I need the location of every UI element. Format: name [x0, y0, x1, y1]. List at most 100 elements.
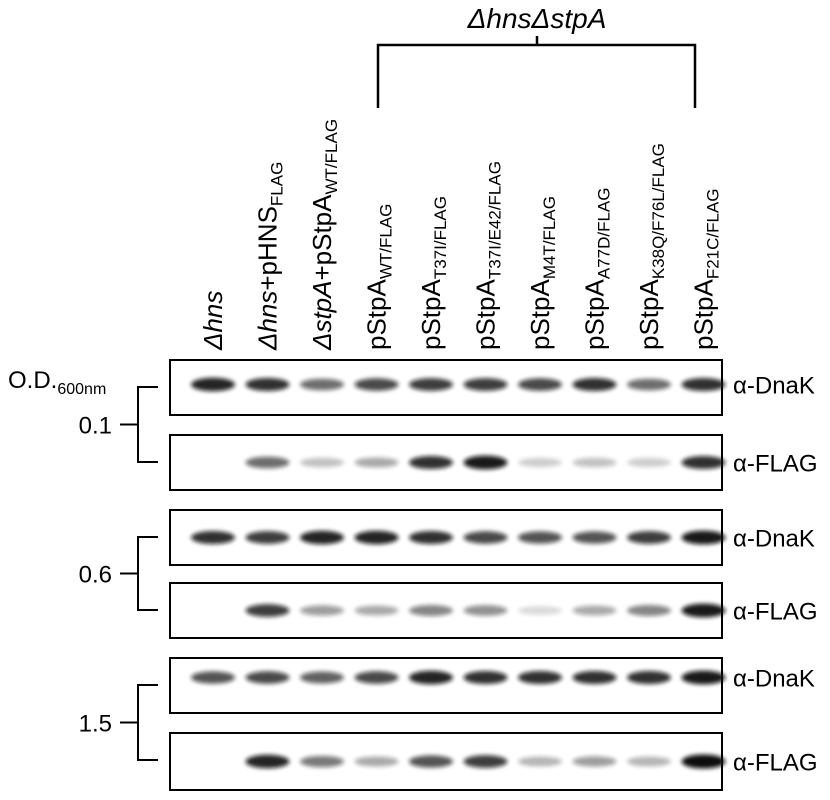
band — [409, 530, 453, 545]
band — [300, 457, 344, 468]
band — [300, 378, 344, 391]
antibody-label: α-DnaK — [733, 666, 815, 693]
antibody-label: α-FLAG — [733, 750, 818, 777]
lane-label: pStpAF21C/FLAG — [689, 188, 723, 350]
group-bracket — [376, 36, 697, 108]
od-value: 1.5 — [79, 711, 112, 738]
lane-strain: Δhns — [198, 291, 228, 351]
band — [572, 670, 617, 685]
lane-label: Δhns+pHNSFLAG — [253, 162, 287, 351]
lane-plasmid: pStpA — [525, 279, 555, 350]
lane-plasmid: +pStpA — [307, 194, 337, 281]
od-value: 0.6 — [79, 562, 112, 589]
band — [518, 378, 562, 391]
band — [518, 457, 562, 468]
band — [409, 378, 453, 391]
band — [409, 755, 453, 768]
band — [681, 754, 726, 769]
band — [463, 378, 508, 391]
lane-subscript: WT/FLAG — [377, 204, 396, 280]
lane-label: pStpAT37I/FLAG — [416, 196, 450, 350]
lane-label: pStpAM4T/FLAG — [525, 196, 559, 350]
band — [191, 671, 235, 684]
od-label: O.D.600nm — [8, 367, 106, 398]
band — [463, 531, 508, 544]
band — [300, 671, 344, 684]
lane-strain: ΔstpA — [307, 281, 337, 351]
od-bracket — [120, 684, 158, 761]
antibody-label: α-DnaK — [733, 526, 815, 553]
band — [354, 378, 399, 391]
antibody-label: α-FLAG — [733, 599, 818, 626]
lane-strain: Δhns — [253, 291, 283, 351]
band — [463, 755, 508, 768]
band — [354, 457, 399, 468]
antibody-label: α-FLAG — [733, 451, 818, 478]
group-title: ΔhnsΔstpA — [467, 3, 607, 34]
od-bracket — [120, 386, 158, 463]
band — [354, 530, 399, 545]
od-text: O.D. — [8, 367, 57, 394]
band — [463, 605, 508, 616]
band — [518, 606, 562, 615]
band — [518, 531, 562, 544]
lane-subscript: T37I/FLAG — [431, 196, 450, 279]
band — [681, 377, 726, 392]
od-value: 0.1 — [79, 413, 112, 440]
lane-plasmid: +pHNS — [253, 206, 283, 291]
band — [627, 378, 671, 391]
lane-subscript: WT/FLAG — [322, 119, 341, 195]
band — [572, 377, 617, 392]
band — [572, 457, 617, 468]
band — [245, 531, 290, 544]
band — [409, 455, 453, 470]
band — [681, 603, 726, 618]
lane-subscript: FLAG — [268, 162, 287, 206]
blot-panel — [169, 657, 723, 714]
lane-subscript: T37I/E42/FLAG — [486, 161, 505, 279]
band — [245, 671, 290, 684]
band — [300, 755, 344, 768]
lane-plasmid: pStpA — [471, 279, 501, 350]
band — [518, 670, 562, 685]
lane-plasmid: pStpA — [416, 279, 446, 350]
band — [572, 605, 617, 616]
band — [463, 670, 508, 685]
lane-subscript: M4T/FLAG — [540, 196, 559, 279]
band — [245, 754, 290, 769]
band — [354, 671, 399, 684]
band — [191, 530, 235, 545]
lane-label: ΔstpA+pStpAWT/FLAG — [307, 119, 341, 351]
band — [245, 377, 290, 392]
band — [627, 670, 671, 685]
band — [681, 530, 726, 545]
band — [354, 756, 399, 767]
lane-plasmid: pStpA — [689, 279, 719, 350]
lane-subscript: A77D/FLAG — [595, 188, 614, 280]
band — [572, 531, 617, 544]
band — [518, 756, 562, 767]
band — [681, 670, 726, 685]
band — [300, 605, 344, 616]
band — [627, 756, 671, 767]
band — [409, 670, 453, 685]
lane-label: pStpAA77D/FLAG — [580, 188, 614, 350]
band — [681, 455, 726, 470]
lane-label: Δhns — [198, 291, 228, 351]
lane-label: pStpAWT/FLAG — [362, 204, 396, 350]
od-sub: 600nm — [57, 381, 106, 398]
band — [191, 377, 235, 392]
lane-label: pStpAT37I/E42/FLAG — [471, 161, 505, 350]
band — [627, 605, 671, 616]
band — [572, 756, 617, 767]
antibody-label: α-DnaK — [733, 373, 815, 400]
lane-subscript: K38Q/F76L/FLAG — [649, 143, 668, 279]
od-bracket — [120, 536, 158, 611]
band — [627, 457, 671, 468]
band — [409, 605, 453, 616]
lane-plasmid: pStpA — [580, 279, 610, 350]
lane-plasmid: pStpA — [362, 279, 392, 350]
band — [300, 530, 344, 545]
band — [245, 604, 290, 617]
band — [354, 605, 399, 616]
